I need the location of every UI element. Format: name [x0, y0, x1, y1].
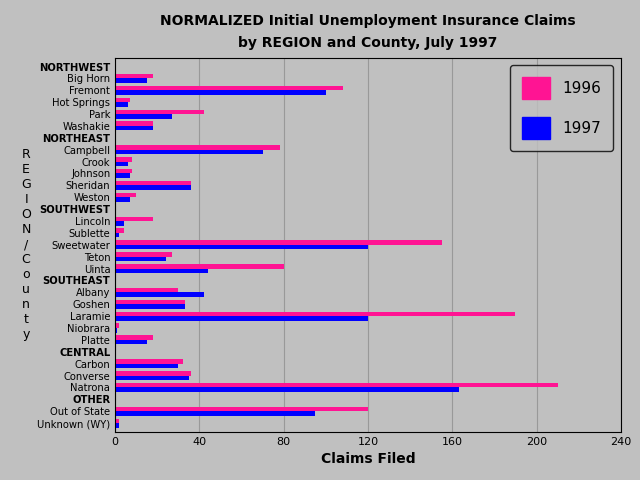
- Bar: [115, 228, 124, 233]
- Bar: [115, 340, 147, 345]
- Bar: [115, 121, 153, 126]
- Bar: [115, 292, 204, 297]
- Bar: [115, 312, 515, 316]
- Bar: [115, 257, 166, 261]
- Bar: [115, 197, 130, 202]
- Legend: 1996, 1997: 1996, 1997: [510, 65, 613, 151]
- Bar: [115, 240, 442, 245]
- Bar: [115, 233, 120, 238]
- Bar: [115, 185, 191, 190]
- Bar: [115, 145, 280, 150]
- Bar: [115, 264, 284, 269]
- Bar: [115, 423, 120, 428]
- Bar: [115, 364, 179, 368]
- Bar: [115, 109, 204, 114]
- X-axis label: Claims Filed: Claims Filed: [321, 453, 415, 467]
- Bar: [115, 371, 191, 375]
- Bar: [115, 173, 130, 178]
- Bar: [115, 245, 368, 249]
- Bar: [115, 157, 132, 162]
- Bar: [115, 74, 153, 78]
- Bar: [115, 359, 182, 364]
- Bar: [115, 114, 172, 119]
- Bar: [115, 126, 153, 131]
- Bar: [115, 86, 343, 90]
- Bar: [115, 387, 459, 392]
- Bar: [115, 288, 179, 292]
- Bar: [115, 324, 120, 328]
- Bar: [115, 300, 185, 304]
- Bar: [115, 411, 316, 416]
- Bar: [115, 90, 326, 95]
- Bar: [115, 102, 128, 107]
- Bar: [115, 375, 189, 380]
- Bar: [115, 328, 117, 333]
- Bar: [115, 336, 153, 340]
- Bar: [115, 97, 130, 102]
- Bar: [115, 419, 120, 423]
- Bar: [115, 407, 368, 411]
- Bar: [115, 252, 172, 257]
- Bar: [115, 193, 136, 197]
- Bar: [115, 216, 153, 221]
- Y-axis label: R
E
G
I
O
N
/
C
o
u
n
t
y: R E G I O N / C o u n t y: [21, 148, 31, 341]
- Bar: [115, 162, 128, 166]
- Bar: [115, 316, 368, 321]
- Bar: [115, 181, 191, 185]
- Bar: [115, 269, 208, 273]
- Bar: [115, 304, 185, 309]
- Bar: [115, 78, 147, 83]
- Bar: [115, 169, 132, 173]
- Bar: [115, 221, 124, 226]
- Bar: [115, 150, 262, 154]
- Text: by REGION and County, July 1997: by REGION and County, July 1997: [238, 36, 498, 50]
- Text: NORMALIZED Initial Unemployment Insurance Claims: NORMALIZED Initial Unemployment Insuranc…: [160, 14, 576, 28]
- Bar: [115, 383, 557, 387]
